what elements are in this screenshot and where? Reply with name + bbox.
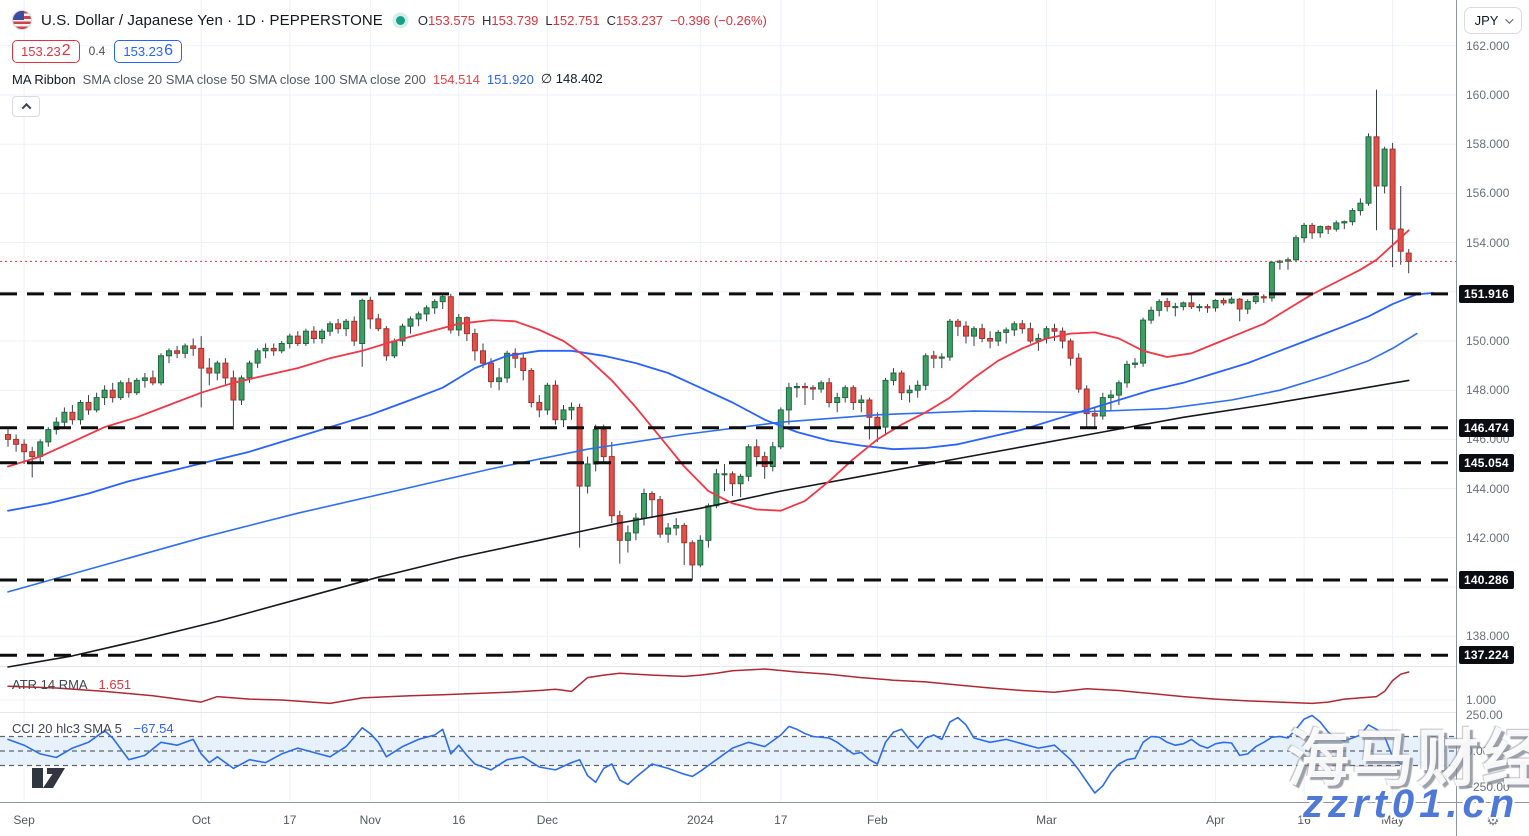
level-price-badge: 140.286 xyxy=(1459,571,1514,589)
cci-axis-label: 250.00 xyxy=(1466,707,1503,722)
buy-button[interactable]: 153.23 6 xyxy=(114,39,183,63)
time-axis-label[interactable]: Sep xyxy=(13,813,35,827)
level-price-badge: 151.916 xyxy=(1459,284,1514,303)
cci-legend[interactable]: CCI 20 hlc3 SMA 5 −67.54 xyxy=(12,721,174,736)
symbol-title[interactable]: U.S. Dollar / Japanese Yen · 1D · PEPPER… xyxy=(41,11,383,29)
sma20-value: 154.514 xyxy=(432,71,480,87)
ma-ribbon-legend[interactable]: MA Ribbon SMA close 20 SMA close 50 SMA … xyxy=(12,71,767,87)
buy-price-big-digit: 6 xyxy=(164,42,174,59)
time-axis-label[interactable]: Dec xyxy=(536,813,559,827)
tradingview-logo-mark xyxy=(32,768,65,788)
grid-lines xyxy=(0,0,1456,801)
sell-price-big-digit: 2 xyxy=(61,42,71,59)
atr-value: 1.651 xyxy=(98,677,132,692)
sma50-line xyxy=(7,292,1434,512)
time-axis-label[interactable]: Feb xyxy=(867,813,888,827)
time-axis-label[interactable]: Apr xyxy=(1206,813,1225,827)
cci-value: −67.54 xyxy=(133,721,174,736)
time-axis-label[interactable]: 17 xyxy=(774,813,788,827)
candles-group[interactable] xyxy=(5,89,1412,581)
price-axis-label: 154.000 xyxy=(1466,235,1510,250)
chevron-down-icon xyxy=(1505,14,1515,24)
time-axis[interactable]: Sep Oct 17 Nov 16 Dec 2024 17 Feb Mar Apr 16 May xyxy=(0,802,1456,836)
chevron-up-icon xyxy=(21,102,31,113)
price-axis-label: 150.000 xyxy=(1466,334,1510,348)
ohlc-readout: O153.575 H153.739 L152.751 C153.237 −0.3… xyxy=(418,13,767,28)
level-price-badge: 145.054 xyxy=(1459,453,1514,472)
high-label: H xyxy=(482,12,492,28)
sma100-line xyxy=(7,332,1418,593)
price-axis-label: 144.000 xyxy=(1466,481,1510,496)
time-axis-label[interactable]: 17 xyxy=(283,813,297,827)
atr-legend[interactable]: ATR 14 RMA 1.651 xyxy=(12,677,131,692)
trade-buttons-row: 153.23 2 0.4 153.23 6 xyxy=(12,39,767,63)
price-axis-label: 148.000 xyxy=(1466,383,1510,398)
chart-legend: U.S. Dollar / Japanese Yen · 1D · PEPPER… xyxy=(12,8,767,117)
indicator-name: MA Ribbon xyxy=(12,71,76,87)
sell-button[interactable]: 153.23 2 xyxy=(12,39,80,63)
close-value: 153.237 xyxy=(616,12,664,28)
open-label: O xyxy=(417,12,429,28)
collapse-legend-button[interactable] xyxy=(12,96,40,117)
sma20-line xyxy=(7,229,1410,512)
currency-label: JPY xyxy=(1474,13,1499,28)
close-label: C xyxy=(606,12,617,28)
change-value: −0.396 (−0.26%) xyxy=(670,12,767,28)
sma-average-value: ∅ 148.402 xyxy=(540,71,603,86)
price-axis[interactable]: JPY 162.000 160.000 158.000 156.000 154.000 1… xyxy=(1456,0,1529,802)
price-axis-label: 158.000 xyxy=(1466,137,1510,152)
cci-axis-label: −250.00 xyxy=(1466,780,1510,795)
level-price-badge: 137.224 xyxy=(1459,646,1514,665)
price-axis-label: 162.000 xyxy=(1466,38,1510,53)
usd-flag-icon xyxy=(12,10,32,30)
symbol-row: U.S. Dollar / Japanese Yen · 1D · PEPPER… xyxy=(12,8,767,32)
time-axis-label[interactable]: 16 xyxy=(452,813,466,827)
gear-icon: ⚙ xyxy=(1486,811,1500,829)
atr-line xyxy=(7,668,1410,705)
low-label: L xyxy=(545,12,553,28)
cci-label: CCI 20 hlc3 SMA 5 xyxy=(12,721,122,736)
time-axis-label[interactable]: 16 xyxy=(1297,813,1311,827)
tradingview-logo[interactable] xyxy=(30,766,82,795)
sma200-line xyxy=(7,379,1410,668)
high-value: 153.739 xyxy=(491,12,539,28)
price-axis-label: 142.000 xyxy=(1466,530,1510,545)
low-value: 152.751 xyxy=(552,12,600,28)
time-axis-label[interactable]: 2024 xyxy=(686,813,714,827)
open-value: 153.575 xyxy=(428,12,476,28)
time-axis-label[interactable]: Oct xyxy=(191,813,211,827)
price-axis-label: 156.000 xyxy=(1466,186,1510,201)
price-levels xyxy=(0,292,1456,657)
atr-label: ATR 14 RMA xyxy=(12,677,87,692)
sma50-value: 151.920 xyxy=(486,71,534,87)
spread-value: 0.4 xyxy=(88,44,106,58)
main-chart-canvas[interactable] xyxy=(0,0,1456,802)
atr-axis-label: 1.000 xyxy=(1466,693,1497,707)
market-status-dot[interactable] xyxy=(395,15,405,25)
currency-selector[interactable]: JPY xyxy=(1464,7,1522,34)
cci-axis-label: 0.00 xyxy=(1466,744,1490,758)
time-axis-label[interactable]: Nov xyxy=(359,813,381,827)
cci-line xyxy=(7,714,1410,794)
price-axis-label: 138.000 xyxy=(1466,629,1510,644)
price-axis-label: 160.000 xyxy=(1466,88,1510,102)
level-price-badge: 146.474 xyxy=(1459,418,1514,437)
axis-settings-corner[interactable]: ⚙ xyxy=(1456,802,1529,836)
indicator-params: SMA close 20 SMA close 50 SMA close 100 … xyxy=(82,71,426,87)
time-axis-label[interactable]: May xyxy=(1381,813,1404,827)
buy-price: 153.23 xyxy=(123,43,164,59)
sell-price: 153.23 xyxy=(21,43,61,59)
time-axis-label[interactable]: Mar xyxy=(1036,813,1057,827)
